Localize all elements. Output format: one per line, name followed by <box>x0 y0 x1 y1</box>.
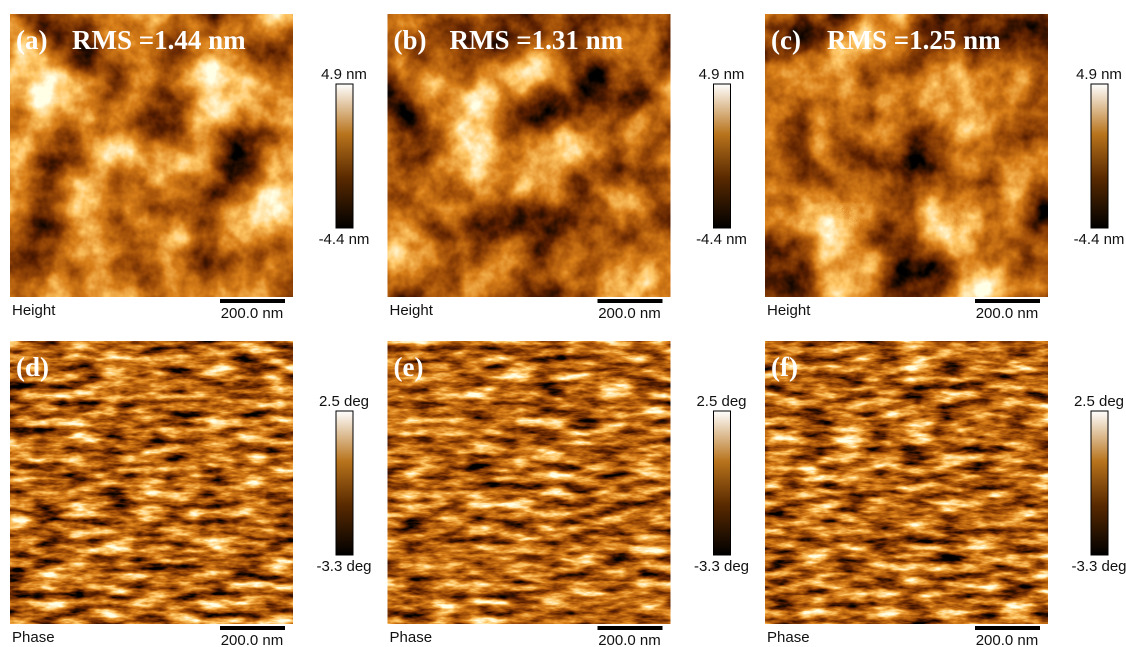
channel-label: Phase <box>767 629 810 646</box>
afm-image <box>10 341 293 624</box>
afm-image <box>765 341 1048 624</box>
colorbar-min: -3.3 deg <box>316 558 371 575</box>
colorbar-min: -3.3 deg <box>694 558 749 575</box>
channel-label: Phase <box>12 629 55 646</box>
colorbar <box>714 411 731 555</box>
colorbar-min: -4.4 nm <box>319 231 370 248</box>
colorbar <box>336 411 353 555</box>
channel-label: Height <box>767 302 811 319</box>
afm-image <box>765 14 1048 297</box>
channel-label: Height <box>12 302 56 319</box>
panel-label: (f) <box>771 352 798 382</box>
colorbar-max: 2.5 deg <box>319 393 369 410</box>
colorbar-max: 2.5 deg <box>696 393 746 410</box>
afm-image <box>388 14 671 297</box>
rms-label: RMS =1.31 nm <box>450 25 624 55</box>
colorbar-min: -4.4 nm <box>696 231 747 248</box>
colorbar-min: -4.4 nm <box>1074 231 1125 248</box>
scale-bar-label: 200.0 nm <box>221 632 284 647</box>
colorbar-max: 4.9 nm <box>321 66 367 83</box>
scale-bar-label: 200.0 nm <box>598 632 661 647</box>
panel-label: (a) <box>16 25 47 55</box>
colorbar <box>336 84 353 228</box>
panel-label: (c) <box>771 25 801 55</box>
rms-label: RMS =1.44 nm <box>72 25 246 55</box>
scale-bar-label: 200.0 nm <box>221 305 284 322</box>
figure: (a) RMS =1.44 nm 4.9 nm -4.4 nm Height 200.0 … <box>0 0 1126 647</box>
scale-bar-label: 200.0 nm <box>598 305 661 322</box>
scale-bar-label: 200.0 nm <box>976 305 1039 322</box>
afm-image <box>10 14 293 297</box>
scale-bar-label: 200.0 nm <box>976 632 1039 647</box>
rms-label: RMS =1.25 nm <box>827 25 1001 55</box>
channel-label: Phase <box>390 629 433 646</box>
channel-label: Height <box>390 302 434 319</box>
colorbar-max: 4.9 nm <box>699 66 745 83</box>
afm-image <box>388 341 671 624</box>
panel-label: (e) <box>394 352 424 382</box>
colorbar <box>1091 411 1108 555</box>
colorbar-min: -3.3 deg <box>1071 558 1126 575</box>
panel-label: (d) <box>16 352 49 382</box>
colorbar <box>714 84 731 228</box>
panel-label: (b) <box>394 25 427 55</box>
colorbar <box>1091 84 1108 228</box>
colorbar-max: 2.5 deg <box>1074 393 1124 410</box>
colorbar-max: 4.9 nm <box>1076 66 1122 83</box>
